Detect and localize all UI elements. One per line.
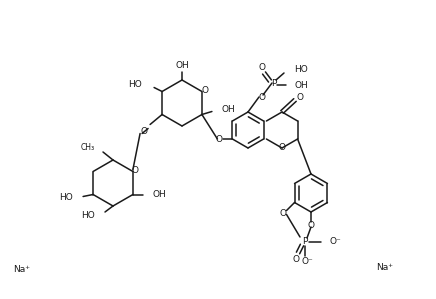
- Text: Na⁺: Na⁺: [14, 266, 31, 274]
- Text: O: O: [259, 92, 266, 101]
- Text: HO: HO: [81, 211, 95, 220]
- Text: OH: OH: [153, 190, 167, 199]
- Text: O: O: [279, 209, 286, 218]
- Text: O: O: [279, 144, 286, 152]
- Text: O⁻: O⁻: [301, 257, 313, 266]
- Text: O: O: [293, 254, 300, 263]
- Text: O: O: [216, 135, 223, 144]
- Text: HO: HO: [59, 193, 73, 202]
- Text: O: O: [307, 222, 314, 231]
- Text: OH: OH: [294, 80, 308, 89]
- Text: O: O: [140, 127, 147, 136]
- Text: Na⁺: Na⁺: [377, 263, 394, 272]
- Text: O: O: [259, 63, 266, 72]
- Text: P: P: [271, 79, 277, 88]
- Text: HO: HO: [128, 80, 142, 89]
- Text: O: O: [131, 166, 138, 175]
- Text: OH: OH: [222, 105, 236, 114]
- Text: OH: OH: [175, 62, 189, 71]
- Text: O⁻: O⁻: [329, 237, 341, 246]
- Text: O: O: [201, 86, 208, 95]
- Text: HO: HO: [294, 65, 308, 74]
- Text: CH₃: CH₃: [81, 144, 95, 152]
- Text: O: O: [296, 94, 303, 103]
- Text: P: P: [302, 237, 308, 246]
